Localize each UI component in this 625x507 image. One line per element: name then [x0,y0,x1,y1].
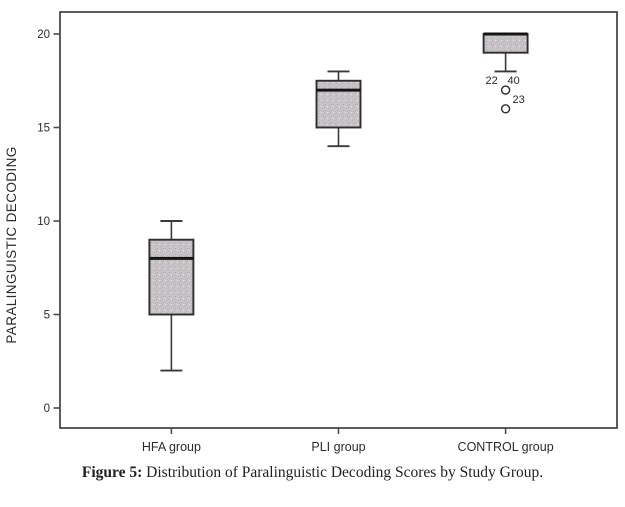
y-axis-tick-label: 10 [37,216,50,228]
figure-caption: Figure 5: Distribution of Paralinguistic… [0,464,625,482]
box [482,33,529,54]
figure-caption-text: Distribution of Paralinguistic Decoding … [142,464,544,481]
boxplot-chart: 0 5 10 15 20 PARALINGUISTIC DECODING HFA group… [4,11,618,454]
box [148,238,195,316]
x-axis-category-label: PLI group [311,440,365,454]
box [315,79,362,129]
x-axis-category-label: HFA group [142,440,201,454]
outlier-point [500,85,511,95]
chart-canvas: 0 5 10 15 20 PARALINGUISTIC DECODING HFA group… [4,11,618,454]
outlier-case-label: 40 [507,75,519,87]
x-axis-category-label: CONTROL group [458,440,554,454]
y-axis-tick-label: 5 [44,310,50,322]
y-axis-tick-label: 0 [44,403,50,415]
figure-caption-label: Figure 5: [81,464,143,481]
outlier-case-label: 22 [485,75,497,87]
y-axis-title: PARALINGUISTIC DECODING [4,146,19,343]
outlier-case-label: 23 [512,94,524,106]
y-axis-tick-label: 20 [37,29,50,41]
y-axis-tick-label: 15 [37,123,50,135]
outlier-point [500,104,511,114]
